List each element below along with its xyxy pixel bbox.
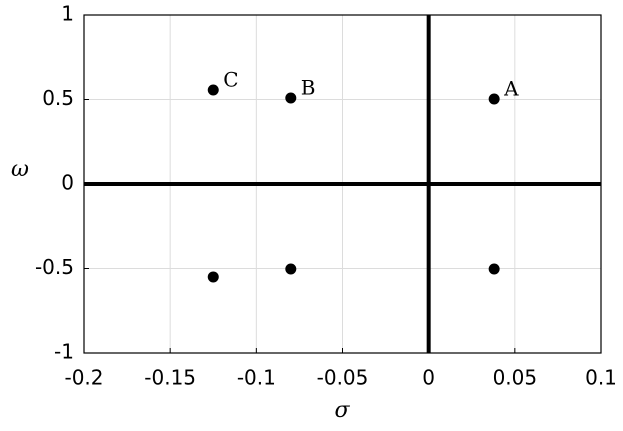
point — [207, 84, 219, 96]
x-tick-label: -0.15 — [144, 366, 196, 390]
y-tick-label: -1 — [54, 340, 74, 364]
y-tick-label: 0 — [61, 171, 74, 195]
x-tick-label: -0.1 — [237, 366, 276, 390]
x-axis-label: σ — [334, 398, 350, 423]
point — [207, 271, 219, 283]
y-tick-label: 0.5 — [42, 86, 74, 110]
x-tick-label: -0.2 — [64, 366, 103, 390]
y-tick-label: -0.5 — [35, 255, 74, 279]
point — [488, 93, 500, 105]
point-label: A — [503, 76, 519, 100]
point — [285, 92, 297, 104]
y-axis-label: ω — [11, 157, 29, 182]
point — [285, 263, 297, 275]
plot-frame — [83, 14, 602, 354]
x-tick-label: -0.05 — [317, 366, 369, 390]
point-label: B — [301, 75, 316, 99]
y-tick-label: 1 — [61, 2, 74, 26]
x-tick-label: 0.05 — [493, 366, 538, 390]
point-label: C — [223, 68, 238, 92]
x-tick-label: 0 — [422, 366, 435, 390]
point — [488, 263, 500, 275]
x-tick-label: 0.1 — [585, 366, 617, 390]
